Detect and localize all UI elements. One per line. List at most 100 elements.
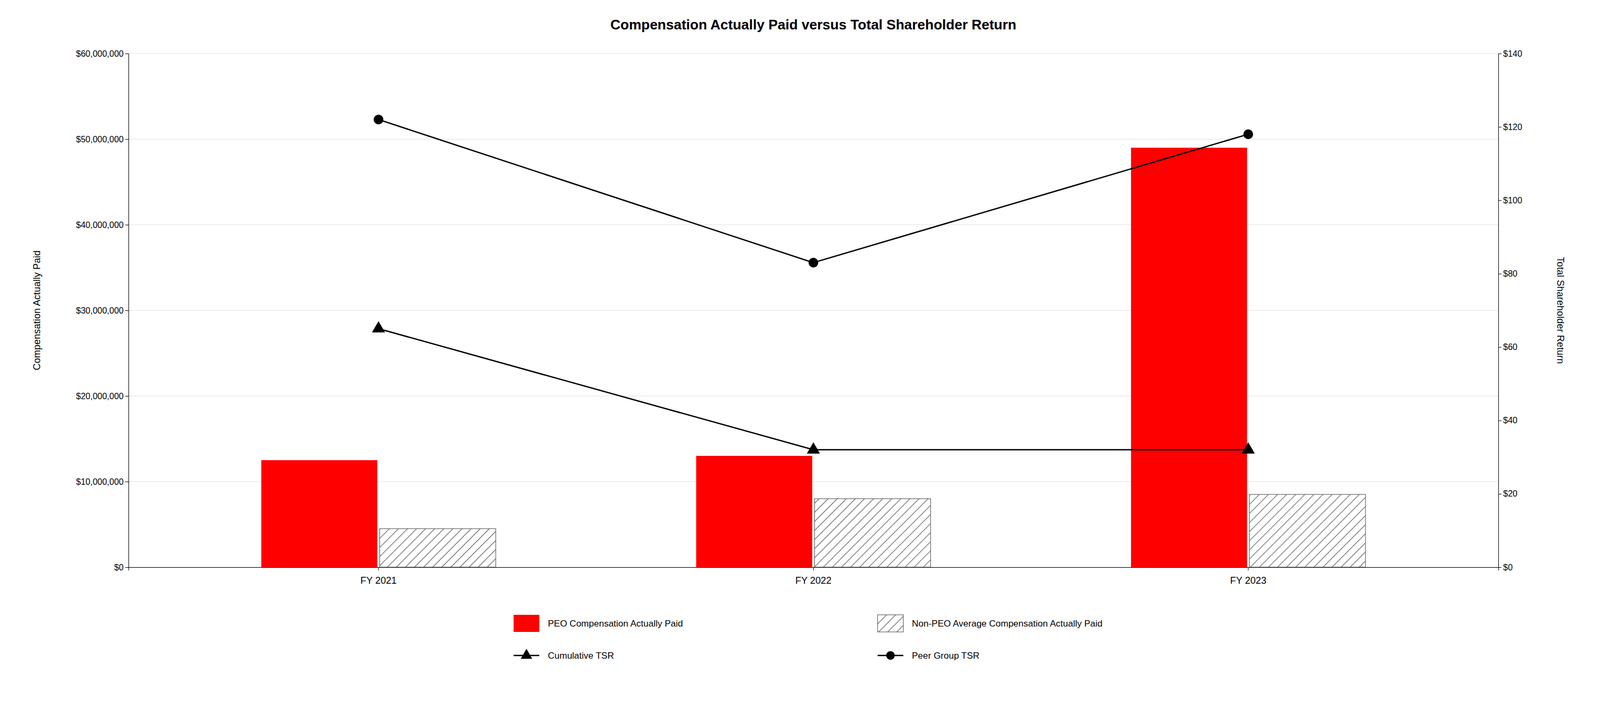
tick-mark xyxy=(125,139,129,140)
tick-mark xyxy=(125,396,129,397)
chart-area: $0 $10,000,000 $20,000,000 $30,000,000 $40,0… xyxy=(31,49,1566,662)
tick-mark xyxy=(813,567,814,571)
tick-mark xyxy=(125,53,129,55)
title: Compensation Actually Paid versus Total … xyxy=(610,16,1017,33)
axis: $0 $10,000,000 $20,000,000 $30,000,000 $40,0… xyxy=(76,49,129,573)
tick-mark xyxy=(125,224,129,226)
tick-mark xyxy=(1498,53,1502,55)
grid-line xyxy=(128,53,1499,55)
legend-label: Cumulative TSR xyxy=(548,650,614,662)
tick-label: $40,000,000 xyxy=(76,220,124,230)
tick-mark xyxy=(125,481,129,483)
tick-label: $120 xyxy=(1503,122,1523,132)
axis-title: Total Shareholder Return xyxy=(1555,256,1566,365)
legend-item: Non-PEO Average Compensation Actually Pa… xyxy=(877,615,1103,633)
bar xyxy=(814,498,931,568)
grid-line xyxy=(128,310,1499,312)
tick: $20 xyxy=(1498,489,1518,499)
tick: $80 xyxy=(1498,269,1518,279)
tick: $0 xyxy=(1498,563,1513,573)
tick-label: $60,000,000 xyxy=(76,49,124,59)
tick-label: FY 2023 xyxy=(1230,575,1267,587)
tick: $30,000,000 xyxy=(76,306,129,316)
legend-swatch xyxy=(877,615,904,633)
axis-line xyxy=(125,54,130,568)
tick-label: $40 xyxy=(1503,415,1518,426)
axis-line xyxy=(129,567,1499,572)
tick-mark xyxy=(1247,567,1249,571)
axis: $0 $20 $40 $60 $80 $100 $120 $140 xyxy=(1498,49,1523,573)
tick-label: $140 xyxy=(1503,49,1523,59)
legend: PEO Compensation Actually Paid Non-PEO Av… xyxy=(513,615,1103,662)
tick: FY 2021 xyxy=(360,567,397,587)
bar-series xyxy=(261,147,1248,568)
tick: $120 xyxy=(1498,122,1523,132)
tick-label: $100 xyxy=(1503,195,1523,206)
legend-marker xyxy=(520,649,533,660)
tick-label: $10,000,000 xyxy=(76,477,124,487)
tick-label: $20,000,000 xyxy=(76,391,124,401)
legend-item: Peer Group TSR xyxy=(877,650,980,662)
marker xyxy=(372,321,386,333)
tick-mark xyxy=(1498,126,1502,128)
bar xyxy=(379,528,496,568)
tick: FY 2022 xyxy=(795,567,832,587)
tick: $20,000,000 xyxy=(76,391,129,401)
axis: FY 2021 FY 2022 FY 2023 xyxy=(129,567,1499,587)
tick-mark xyxy=(125,310,129,312)
tick-label: $20 xyxy=(1503,489,1518,499)
marker xyxy=(808,258,818,268)
tick-label: $50,000,000 xyxy=(76,134,124,144)
tick-mark xyxy=(125,567,129,568)
axis-title: Compensation Actually Paid xyxy=(31,250,43,371)
tick: $0 xyxy=(114,563,129,573)
legend-label: Non-PEO Average Compensation Actually Pa… xyxy=(912,618,1103,629)
grid xyxy=(128,53,1499,568)
grid-line xyxy=(128,224,1499,226)
tick: FY 2023 xyxy=(1230,567,1267,587)
tick-label: $60 xyxy=(1503,342,1518,352)
tick: $60 xyxy=(1498,342,1518,352)
tick: $60,000,000 xyxy=(76,49,129,59)
tick-mark xyxy=(1498,273,1502,275)
line-series xyxy=(372,321,1255,454)
chart-svg: $0 $10,000,000 $20,000,000 $30,000,000 $40,0… xyxy=(0,0,1600,717)
legend-label: PEO Compensation Actually Paid xyxy=(548,618,684,629)
tick-label: $0 xyxy=(1503,563,1513,573)
line xyxy=(378,328,1249,450)
tick: $40 xyxy=(1498,415,1518,426)
tick-mark xyxy=(1498,347,1502,348)
marker xyxy=(806,442,821,454)
legend-item: Cumulative TSR xyxy=(513,649,614,662)
tick-mark xyxy=(1498,420,1502,422)
tick: $50,000,000 xyxy=(76,134,129,144)
bar xyxy=(261,460,378,568)
tick: $140 xyxy=(1498,49,1523,59)
marker xyxy=(1243,129,1254,140)
marker xyxy=(373,114,384,125)
grid-line xyxy=(128,396,1499,397)
tick-mark xyxy=(1498,494,1502,495)
marker xyxy=(1241,442,1256,454)
tick-label: FY 2022 xyxy=(795,575,832,587)
tick: $10,000,000 xyxy=(76,477,129,487)
axis-line xyxy=(1498,54,1503,568)
tick-label: $0 xyxy=(114,563,124,573)
tick-mark xyxy=(378,567,379,571)
bar xyxy=(1249,494,1366,568)
tick-mark xyxy=(1498,200,1502,201)
tick: $40,000,000 xyxy=(76,220,129,230)
legend-label: Peer Group TSR xyxy=(912,650,980,662)
bar xyxy=(696,456,813,568)
legend-marker xyxy=(886,651,896,661)
line xyxy=(378,119,1249,263)
grid-line xyxy=(128,139,1499,140)
line-series xyxy=(373,114,1254,268)
plot-area xyxy=(261,114,1366,568)
tick-label: FY 2021 xyxy=(360,575,397,587)
tick-label: $80 xyxy=(1503,269,1518,279)
legend-item: PEO Compensation Actually Paid xyxy=(513,615,684,633)
tick: $100 xyxy=(1498,195,1523,206)
bar xyxy=(1131,147,1248,568)
bar-series xyxy=(379,494,1366,568)
